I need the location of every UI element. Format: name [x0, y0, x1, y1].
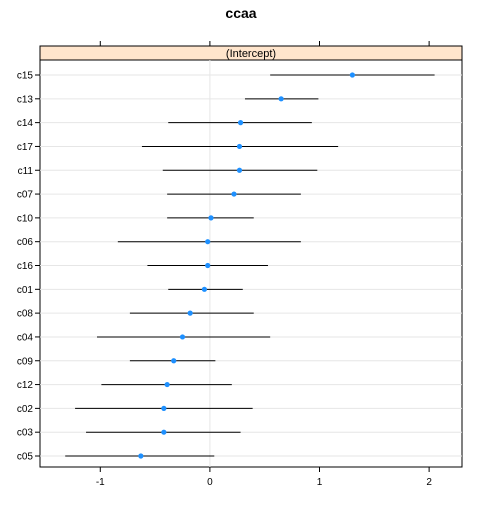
panel-strip-label: (Intercept) [226, 48, 276, 60]
y-tick-label-c03: c03 [17, 428, 34, 439]
point-c01 [201, 286, 208, 292]
point-c08 [187, 310, 193, 316]
point-c03 [161, 429, 167, 435]
y-tick-label-c12: c12 [17, 380, 34, 391]
y-tick-label-c14: c14 [17, 118, 34, 129]
point-c07 [231, 191, 237, 197]
x-tick-label-0: 0 [207, 477, 213, 488]
y-tick-label-c16: c16 [17, 261, 34, 272]
point-c09 [171, 358, 177, 364]
point-c06 [205, 239, 211, 245]
y-tick-label-c05: c05 [17, 452, 34, 463]
y-tick-label-c06: c06 [17, 237, 34, 248]
x-tick-label-2: 2 [426, 477, 432, 488]
y-tick-label-c04: c04 [17, 332, 34, 343]
x-axis: -1 0 1 2 [96, 41, 432, 488]
y-tick-label-c01: c01 [17, 285, 34, 296]
point-c12 [164, 381, 170, 388]
point-c16 [205, 262, 211, 269]
y-tick-label-c02: c02 [17, 404, 34, 415]
y-tick-label-c09: c09 [17, 356, 34, 367]
chart-title: ccaa [225, 5, 256, 21]
y-tick-label-c17: c17 [17, 142, 34, 153]
y-tick-label-c07: c07 [17, 190, 34, 201]
point-c05 [138, 453, 144, 459]
y-tick-label-c15: c15 [17, 71, 34, 82]
plot-frame [39, 59, 463, 468]
point-c14 [237, 120, 244, 126]
point-layer [138, 72, 355, 459]
point-c04 [179, 334, 186, 340]
grid-layer [40, 60, 462, 467]
y-tick-label-c10: c10 [17, 213, 34, 224]
y-tick-label-c08: c08 [17, 309, 34, 320]
y-axis: c15 c13 c14 c17 c11 c07 c10 c06 c16 c01 c08 c04 c09 c… [17, 71, 40, 463]
y-tick-label-c11: c11 [18, 166, 34, 177]
y-tick-label-c13: c13 [17, 94, 34, 105]
point-c11 [236, 167, 243, 173]
point-c15 [349, 72, 355, 78]
point-c13 [278, 96, 284, 102]
point-c10 [208, 215, 214, 221]
x-tick-label-1: 1 [317, 477, 323, 488]
point-c17 [236, 143, 243, 150]
x-tick-label--1: -1 [96, 477, 105, 488]
point-c02 [161, 405, 167, 411]
